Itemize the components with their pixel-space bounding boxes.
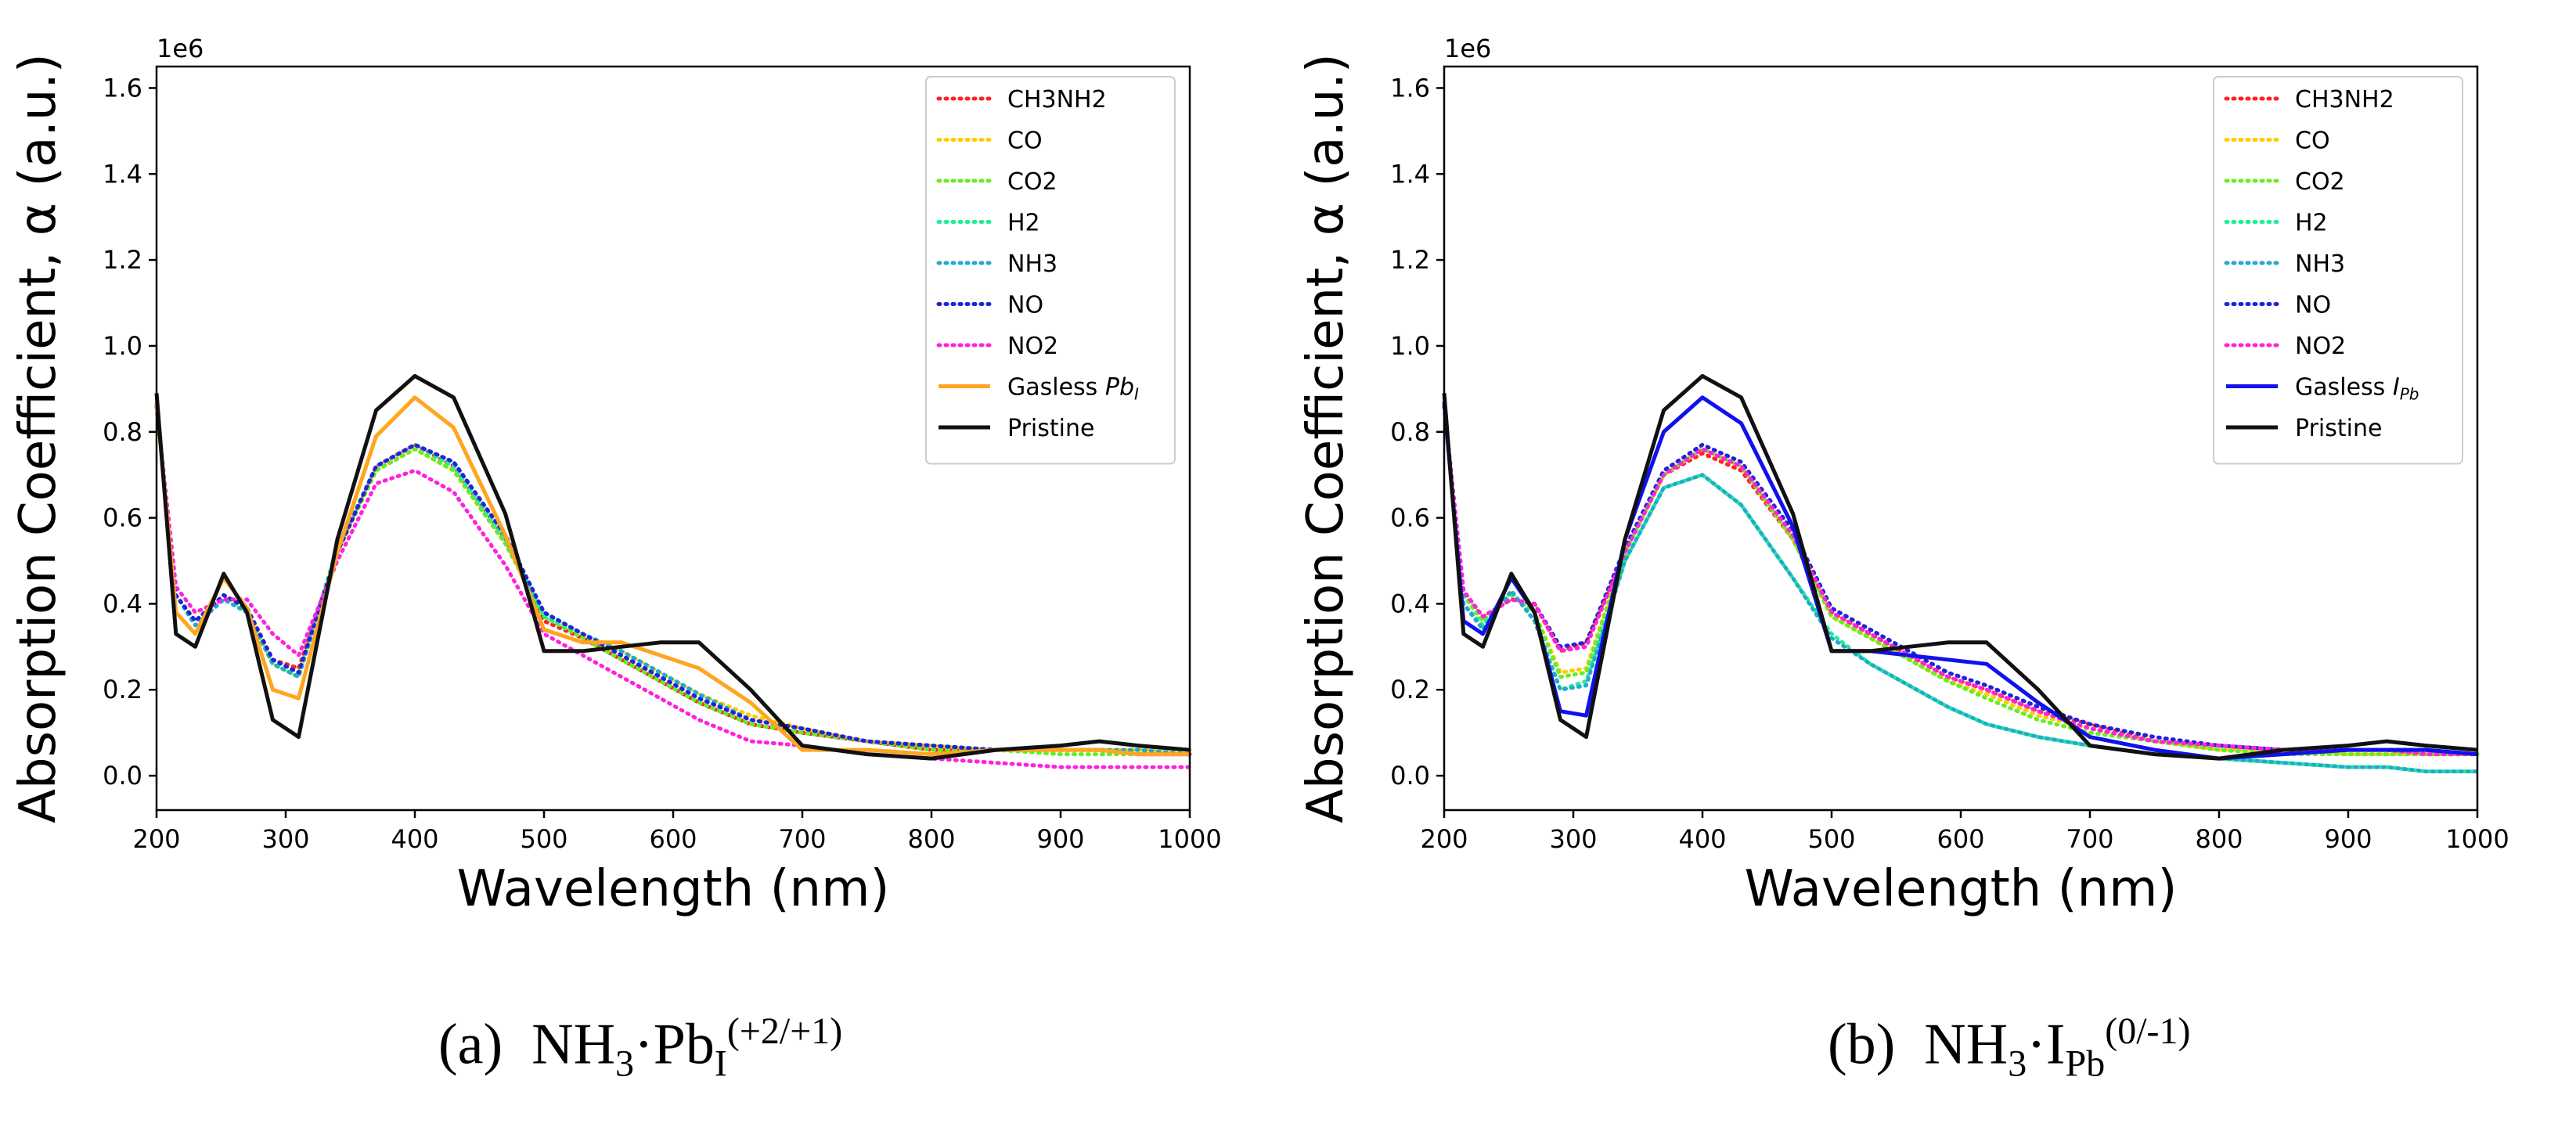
x-axis-label: Wavelength (nm) <box>1745 860 2178 918</box>
y-tick-label: 1.4 <box>103 159 142 189</box>
y-tick-label: 1.6 <box>1390 73 1430 103</box>
legend-label: NO <box>2295 292 2331 319</box>
legend-label: CO <box>1007 128 1043 155</box>
y-tick-label: 1.0 <box>103 331 142 361</box>
legend-label: NO2 <box>1007 333 1058 360</box>
legend-box <box>925 76 1176 465</box>
x-tick-label: 300 <box>1549 824 1597 854</box>
y-tick-label: 0.6 <box>103 503 142 533</box>
legend-box <box>2213 76 2463 465</box>
x-tick-label: 1000 <box>2445 824 2509 854</box>
x-tick-label: 900 <box>2324 824 2372 854</box>
caption-b-dot: · <box>2027 1012 2046 1077</box>
x-tick-label: 800 <box>2195 824 2243 854</box>
x-tick-label: 400 <box>1678 824 1726 854</box>
caption-b: (b) NH3·IPb(0/-1) <box>1828 1010 2191 1085</box>
caption-b-prefix: NH <box>1924 1012 2009 1077</box>
y-tick-label: 0.6 <box>1390 503 1430 533</box>
x-tick-label: 200 <box>1420 824 1468 854</box>
legend-label: CO2 <box>2295 168 2345 196</box>
x-tick-label: 700 <box>2066 824 2113 854</box>
chart-a-svg: 200 300 400 500 600 700 800 900 1000 0.0 0.2 0.4 0.6… <box>9 34 1222 918</box>
legend-label: CO <box>2295 128 2330 155</box>
legend-label: Pristine <box>2295 415 2382 442</box>
x-tick-label: 500 <box>1807 824 1855 854</box>
y-tick-label: 0.8 <box>1390 417 1430 447</box>
y-tick-label: 1.2 <box>103 245 142 275</box>
y-tick-label: 1.0 <box>1390 331 1430 361</box>
x-axis-label: Wavelength (nm) <box>457 860 890 918</box>
series-line-8 <box>1442 373 2478 761</box>
legend-label: CH3NH2 <box>2295 86 2394 113</box>
caption-a-species: Pb <box>653 1012 715 1077</box>
chart-b-svg: 200 300 400 500 600 700 800 900 1000 0.0 0.2 0.4 0.6… <box>1297 34 2509 918</box>
legend-label-italic: Pb <box>1105 374 1134 402</box>
caption-a-dot: · <box>634 1012 654 1077</box>
y-tick-label: 0.0 <box>1390 761 1430 791</box>
y-offset-label: 1e6 <box>157 34 204 63</box>
y-tick-label: 0.2 <box>1390 675 1430 704</box>
legend-label-italic: I <box>2393 374 2400 402</box>
caption-b-species: I <box>2045 1012 2066 1077</box>
legend-label: Pristine <box>1007 415 1094 442</box>
legend-label: NO <box>1007 292 1043 319</box>
y-axis-label: Absorption Coefficient, α (a.u.) <box>1297 53 1355 823</box>
x-tick-label: 1000 <box>1158 824 1221 854</box>
legend-label-subscript: Pb <box>2400 385 2419 404</box>
caption-a-prefix: NH <box>531 1012 616 1077</box>
caption-a-prefix-sub: 3 <box>615 1043 635 1085</box>
y-tick-label: 1.2 <box>1390 245 1430 275</box>
caption-b-letter: (b) <box>1828 1012 1896 1077</box>
y-axis-label: Absorption Coefficient, α (a.u.) <box>9 53 67 823</box>
legend-label: NH3 <box>1007 250 1057 278</box>
x-tick-label: 300 <box>261 824 309 854</box>
x-tick-label: 200 <box>132 824 180 854</box>
panel-a: 200 300 400 500 600 700 800 900 1000 0.0 0.2 0.4 0.6… <box>9 34 1222 1085</box>
caption-b-species-sub: Pb <box>2065 1043 2106 1085</box>
panel-b: 200 300 400 500 600 700 800 900 1000 0.0 0.2 0.4 0.6… <box>1288 0 2575 1131</box>
y-tick-label: 0.0 <box>103 761 142 791</box>
y-offset-label: 1e6 <box>1444 34 1491 63</box>
x-tick-label: 900 <box>1036 824 1084 854</box>
caption-b-charge: (0/-1) <box>2105 1010 2191 1052</box>
x-tick-label: 600 <box>1937 824 1984 854</box>
x-tick-label: 800 <box>907 824 955 854</box>
caption-a-charge: (+2/+1) <box>726 1010 843 1052</box>
series-line-6 <box>1442 404 2480 757</box>
legend-label: CO2 <box>1007 168 1057 196</box>
legend-label: H2 <box>2295 210 2328 237</box>
x-tick-label: 400 <box>391 824 438 854</box>
y-tick-label: 0.4 <box>103 589 142 618</box>
series-line-6 <box>154 404 1192 769</box>
x-tick-label: 700 <box>778 824 826 854</box>
caption-a-letter: (a) <box>438 1012 503 1077</box>
legend-label: NO2 <box>2295 333 2346 360</box>
legend-label-subscript: I <box>1134 385 1139 404</box>
caption-b-prefix-sub: 3 <box>2008 1043 2027 1085</box>
y-tick-label: 0.2 <box>103 675 142 704</box>
y-tick-label: 1.4 <box>1390 159 1430 189</box>
legend-label: H2 <box>1007 210 1040 237</box>
y-tick-label: 0.8 <box>103 417 142 447</box>
caption-a: (a) NH3·PbI(+2/+1) <box>438 1010 842 1085</box>
x-tick-label: 600 <box>649 824 697 854</box>
y-tick-label: 1.6 <box>103 73 142 103</box>
x-tick-label: 500 <box>520 824 567 854</box>
legend-label: NH3 <box>2295 250 2345 278</box>
legend-label: Gasless PbI <box>1007 374 1139 404</box>
series-line-8 <box>154 373 1191 761</box>
y-tick-label: 0.4 <box>1390 589 1430 618</box>
legend-label: Gasless IPb <box>2295 374 2419 404</box>
legend-label: CH3NH2 <box>1007 86 1107 113</box>
caption-a-species-sub: I <box>714 1043 727 1085</box>
